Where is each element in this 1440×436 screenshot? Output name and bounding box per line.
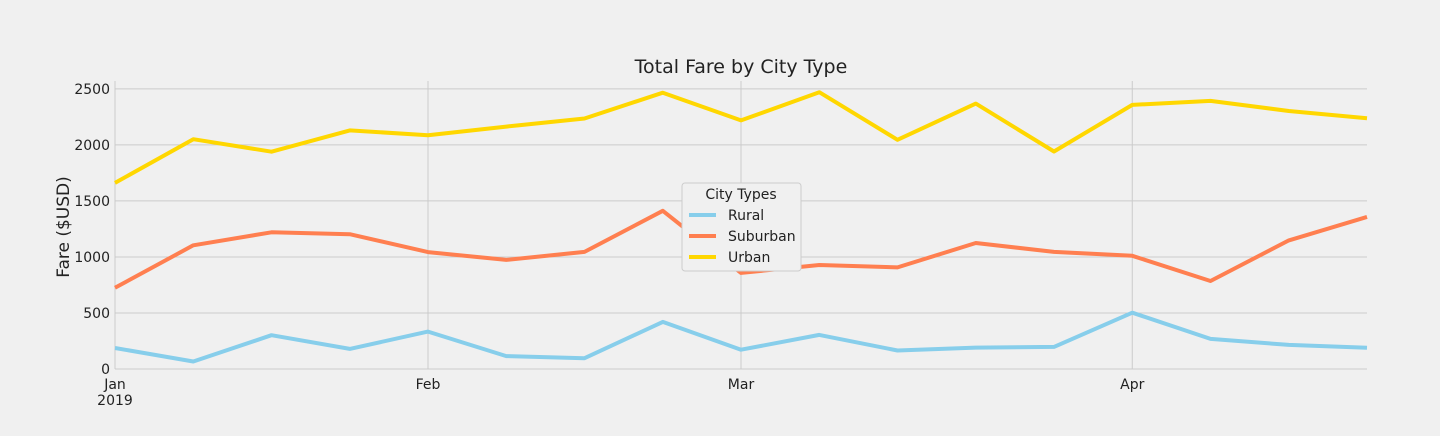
y-tick-label: 2500 — [74, 82, 110, 98]
x-tick-label: Feb — [416, 377, 441, 393]
y-tick-label: 1500 — [74, 194, 110, 210]
chart-title: Total Fare by City Type — [634, 56, 848, 78]
series-lines — [114, 90, 1368, 364]
series-line-suburban — [114, 208, 1368, 290]
y-tick-label: 0 — [101, 362, 110, 378]
y-axis-label: Fare ($USD) — [54, 176, 74, 278]
legend-label-urban: Urban — [728, 250, 770, 266]
series-line-rural — [114, 310, 1368, 364]
y-tick-label: 500 — [83, 306, 110, 322]
legend-label-suburban: Suburban — [728, 229, 796, 245]
y-tick-label: 2000 — [74, 138, 110, 154]
legend-title: City Types — [705, 187, 776, 203]
series-line-urban — [114, 90, 1368, 185]
x-tick-label: Apr — [1120, 377, 1144, 393]
x-tick-label: Mar — [728, 377, 755, 393]
legend-label-rural: Rural — [728, 208, 764, 224]
y-tick-label: 1000 — [74, 250, 110, 266]
x-tick-sublabel: 2019 — [97, 393, 133, 409]
legend-box — [681, 182, 802, 272]
x-tick-label: Jan — [103, 377, 126, 393]
legend: City Types Rural Suburban Urban — [681, 182, 802, 272]
